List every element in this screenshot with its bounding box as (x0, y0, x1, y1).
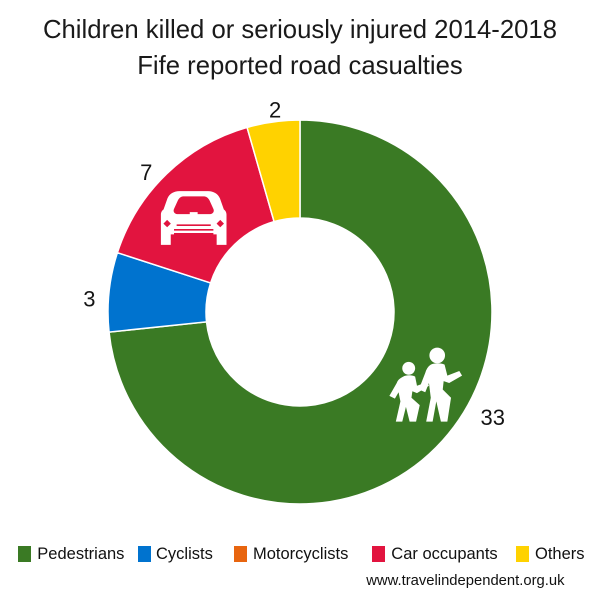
svg-text:2: 2 (269, 98, 281, 123)
svg-text:7: 7 (140, 160, 152, 185)
svg-text:33: 33 (481, 405, 505, 430)
svg-text:3: 3 (83, 286, 95, 311)
